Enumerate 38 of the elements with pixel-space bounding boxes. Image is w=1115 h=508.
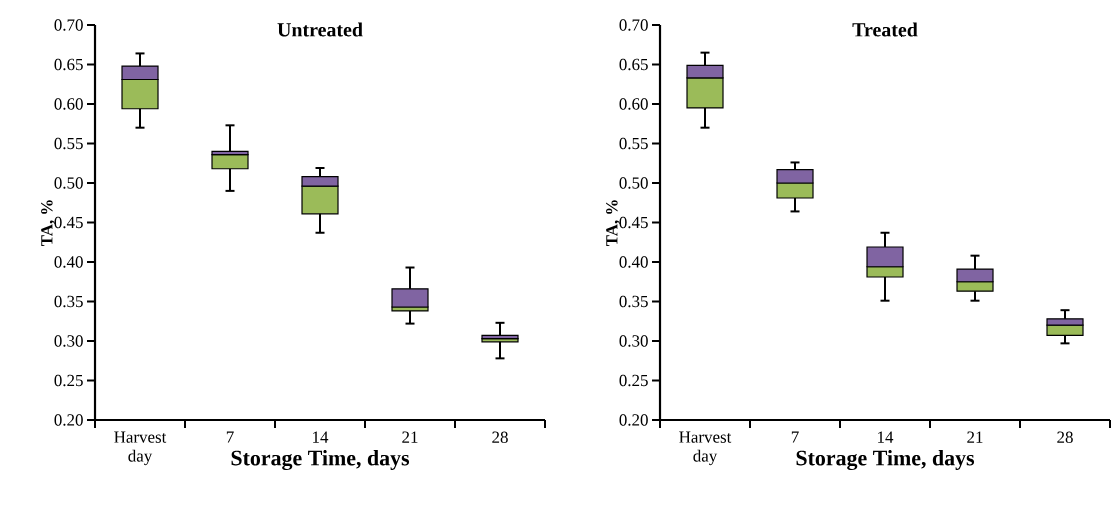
y-tick-label: 0.35 [619, 295, 648, 308]
y-tick-label: 0.60 [54, 98, 83, 110]
x-axis-title: Storage Time, days [796, 450, 975, 471]
y-tick-label: 0.40 [619, 256, 648, 268]
x-tick-label: Harvest day [114, 431, 167, 466]
x-tick-label: 14 [878, 431, 894, 443]
y-tick-label: 0.50 [619, 177, 648, 189]
y-tick-label: 0.55 [619, 137, 648, 150]
y-tick-label: 0.30 [619, 335, 648, 347]
x-tick-label: 7 [226, 431, 234, 443]
y-tick-label: 0.25 [619, 374, 648, 387]
x-tick-label: 7 [791, 431, 799, 443]
chart-title: Untreated [277, 22, 363, 37]
y-tick-label: 0.65 [54, 58, 83, 71]
y-tick-label: 0.70 [54, 19, 83, 31]
y-tick-label: 0.20 [54, 414, 83, 426]
y-tick-label: 0.55 [54, 137, 83, 150]
y-tick-label: 0.35 [54, 295, 83, 308]
y-tick-label: 0.45 [54, 216, 83, 229]
x-tick-label: 21 [402, 431, 418, 443]
y-axis-title: TA, % [606, 200, 621, 247]
x-tick-label: 14 [313, 431, 329, 443]
x-tick-label: Harvest day [679, 431, 732, 466]
x-tick-label: 21 [967, 431, 983, 443]
x-tick-label: 28 [492, 431, 508, 443]
y-tick-label: 0.45 [619, 216, 648, 229]
y-tick-label: 0.65 [619, 58, 648, 71]
y-tick-label: 0.40 [54, 256, 83, 268]
y-tick-label: 0.25 [54, 374, 83, 387]
x-axis-title: Storage Time, days [231, 450, 410, 471]
y-tick-label: 0.20 [619, 414, 648, 426]
y-axis-title: TA, % [41, 200, 56, 247]
y-tick-label: 0.70 [619, 19, 648, 31]
chart-title: Treated [852, 22, 918, 37]
y-tick-label: 0.30 [54, 335, 83, 347]
y-tick-label: 0.60 [619, 98, 648, 110]
y-tick-label: 0.50 [54, 177, 83, 189]
x-tick-label: 28 [1057, 431, 1073, 443]
